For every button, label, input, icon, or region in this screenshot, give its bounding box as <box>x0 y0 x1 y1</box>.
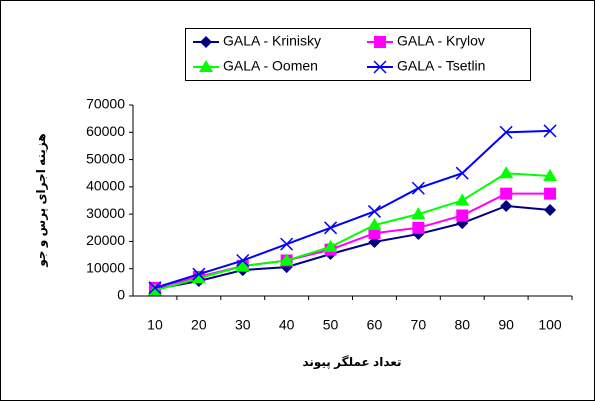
x-tick-label: 20 <box>191 317 207 333</box>
data-point <box>499 125 513 139</box>
data-point <box>500 199 513 212</box>
legend-label: GALA - Oomen <box>223 58 318 74</box>
data-point <box>411 207 426 220</box>
data-point <box>544 204 557 217</box>
data-point <box>235 258 250 271</box>
data-point <box>191 271 206 284</box>
data-point <box>368 227 381 240</box>
data-point <box>367 218 382 231</box>
y-tick-label: 70000 <box>86 96 125 112</box>
x-tick-label: 70 <box>411 317 427 333</box>
x-tick-label: 80 <box>454 317 470 333</box>
data-point <box>543 168 558 181</box>
x-axis-label: تعداد عملگر پیوند <box>302 355 401 370</box>
data-point <box>544 187 557 200</box>
data-point <box>147 283 162 296</box>
legend-box <box>185 28 531 81</box>
data-point <box>499 166 514 179</box>
y-tick-label: 40000 <box>86 178 125 194</box>
data-point <box>367 204 381 218</box>
y-tick-label: 50000 <box>86 150 125 166</box>
data-point <box>412 221 425 234</box>
data-point <box>455 193 470 206</box>
y-tick-label: 20000 <box>86 232 125 248</box>
x-tick-label: 60 <box>367 317 383 333</box>
legend-label: GALA - Krinisky <box>223 33 321 49</box>
y-tick-label: 60000 <box>86 123 125 139</box>
data-point <box>500 187 513 200</box>
data-point <box>192 267 206 281</box>
y-tick-label: 10000 <box>86 259 125 275</box>
legend-marker <box>374 36 386 48</box>
data-point <box>411 181 425 195</box>
data-point <box>324 221 338 235</box>
x-tick-label: 90 <box>498 317 514 333</box>
legend-label: GALA - Tsetlin <box>397 58 485 74</box>
series-line <box>154 204 551 291</box>
series-line <box>154 172 551 292</box>
x-tick-label: 40 <box>279 317 295 333</box>
data-point <box>279 253 294 266</box>
data-point <box>323 239 338 252</box>
legend-marker <box>199 60 213 72</box>
x-tick-label: 100 <box>538 317 562 333</box>
data-point <box>543 124 557 138</box>
data-point <box>280 237 294 251</box>
series-line <box>154 129 551 289</box>
y-tick-label: 30000 <box>86 205 125 221</box>
y-tick-label: 0 <box>117 287 125 303</box>
x-tick-label: 50 <box>323 317 339 333</box>
legend-marker <box>373 60 387 74</box>
y-axis-label: هزینه اجرای پرس و جو <box>34 133 49 267</box>
data-point <box>455 166 469 180</box>
data-point <box>456 209 469 222</box>
legend-label: GALA - Krylov <box>397 33 485 49</box>
x-tick-label: 30 <box>235 317 251 333</box>
x-tick-label: 10 <box>147 317 163 333</box>
data-point <box>236 253 250 268</box>
legend-marker <box>200 36 212 48</box>
data-point <box>148 281 162 295</box>
